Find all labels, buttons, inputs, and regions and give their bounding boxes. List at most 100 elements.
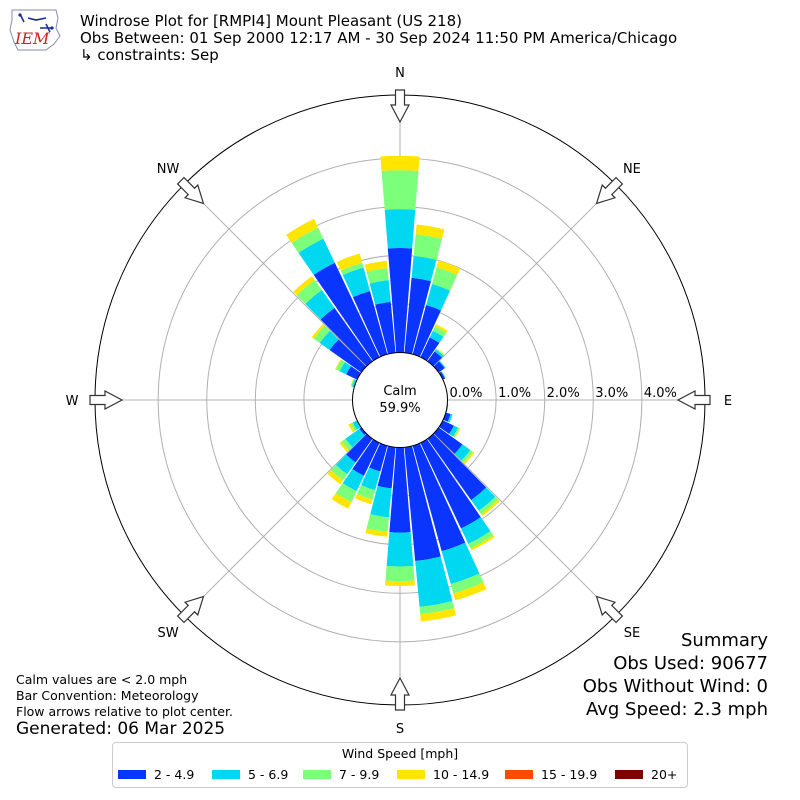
wind-bar-segment <box>385 580 415 586</box>
radial-tick-label: 2.0% <box>547 386 580 401</box>
legend-item-bin-1: 2 - 4.9 <box>118 767 194 783</box>
wind-bars <box>286 155 500 622</box>
calm-label: Calm <box>383 384 416 399</box>
wind-bar-segment <box>439 420 454 434</box>
compass-label: NW <box>157 162 180 177</box>
calm-value: 59.9% <box>379 401 420 416</box>
wind-bar-segment <box>352 290 388 357</box>
wind-bar-segment <box>335 483 357 503</box>
wind-bar-segment <box>435 348 445 356</box>
wind-bar-segment <box>350 422 357 432</box>
wind-bar-segment <box>426 283 451 311</box>
flow-arrow-icon <box>676 390 711 410</box>
legend-swatch <box>505 770 533 779</box>
wind-bar-segment <box>330 464 348 481</box>
wind-bar-segment <box>381 170 419 210</box>
legend-title: Wind Speed [mph] <box>341 746 459 761</box>
wind-bar-segment <box>331 493 352 509</box>
wind-bar-segment <box>447 413 453 423</box>
wind-bar-segment <box>293 276 315 296</box>
wind-bar-segment <box>443 412 451 422</box>
wind-bar-segment <box>350 378 354 387</box>
legend-swatch <box>397 770 425 779</box>
wind-bar-segment <box>436 260 461 276</box>
wind-bar-segment <box>478 496 499 514</box>
wind-bar-segment <box>375 301 396 355</box>
wind-bar-segment <box>386 532 414 567</box>
wind-bar-segment <box>453 427 460 438</box>
wind-bar-segment <box>336 253 363 271</box>
wind-bar-segment <box>420 439 481 529</box>
wind-bar-segment <box>470 535 495 551</box>
wind-bar-segment <box>291 227 324 253</box>
wind-bar-segment <box>454 428 461 439</box>
wind-bar-segment <box>413 234 442 261</box>
wind-bar-segment <box>461 450 473 463</box>
wind-bar-segment <box>327 470 343 485</box>
flow-note: Flow arrows relative to plot center. <box>16 704 233 719</box>
wind-bar-segment <box>415 556 453 607</box>
grid-spoke <box>183 183 367 367</box>
compass-label: SE <box>624 626 640 641</box>
wind-bar-segment <box>432 326 447 337</box>
flow-arrow-icon <box>595 176 624 205</box>
wind-bar-segment <box>359 427 367 436</box>
wind-bar-segment <box>387 248 413 353</box>
summary-avg-speed: Avg Speed: 2.3 mph <box>586 699 768 720</box>
wind-bar-segment <box>286 218 319 243</box>
wind-bar-segment <box>449 425 459 437</box>
wind-bar-segment <box>441 542 480 584</box>
legend-item-bin-6: 20+ <box>615 767 677 783</box>
wind-bar-segment <box>345 428 365 447</box>
wind-bar-segment <box>313 325 330 343</box>
wind-bar-segment <box>434 349 444 358</box>
wind-bar-segment <box>346 433 373 463</box>
wind-bar-segment <box>429 330 444 343</box>
iem-logo-text: IEM <box>14 29 50 48</box>
grid-spoke <box>433 433 617 617</box>
wind-bar-segment <box>461 517 491 544</box>
obs-between: Obs Between: 01 Sep 2000 12:17 AM - 30 S… <box>80 29 678 47</box>
legend-swatch <box>303 770 331 779</box>
wind-bar-segment <box>420 337 440 361</box>
flow-arrow-icon <box>390 89 410 124</box>
legend: Wind Speed [mph] 2 - 4.9 5 - 6.9 7 - 9.9… <box>112 742 688 788</box>
legend-label: 10 - 14.9 <box>433 767 490 782</box>
legend-item-bin-3: 7 - 9.9 <box>303 767 379 783</box>
compass-label: SW <box>158 626 179 641</box>
wind-bar-segment <box>404 277 431 355</box>
summary-obs-used: Obs Used: 90677 <box>613 653 768 674</box>
wind-bar-segment <box>441 371 446 379</box>
wind-bar-segment <box>427 433 487 501</box>
calm-note: Calm values are < 2.0 mph <box>16 672 188 687</box>
wind-bar-segment <box>370 485 392 518</box>
wind-bar-segment <box>439 360 446 369</box>
wind-bar-segment <box>356 485 376 500</box>
wind-bar-segment <box>463 451 475 465</box>
iem-logo: IEM <box>9 9 61 51</box>
wind-bar-segment <box>389 447 411 533</box>
wind-bar-segment <box>335 454 356 475</box>
flow-arrows <box>89 89 711 711</box>
legend-label: 7 - 9.9 <box>339 767 380 782</box>
wind-bar-segment <box>366 268 389 284</box>
wind-bar-segment <box>339 441 349 453</box>
wind-bar-segment <box>404 445 441 561</box>
wind-bar-segment <box>361 467 381 491</box>
wind-bar-segment <box>384 209 416 249</box>
wind-bar-segment <box>346 366 361 380</box>
wind-bar-segment <box>329 339 367 373</box>
wind-bar-segment <box>436 348 445 356</box>
compass-label: E <box>724 394 732 409</box>
legend-label: 5 - 6.9 <box>248 767 289 782</box>
compass-label: S <box>396 722 404 737</box>
wind-bar-segment <box>350 378 355 387</box>
compass-label: W <box>66 394 79 409</box>
legend-item-bin-4: 10 - 14.9 <box>397 767 489 783</box>
wind-bar-segment <box>453 582 487 601</box>
legend-item-bin-5: 15 - 19.9 <box>505 767 597 783</box>
legend-swatch <box>615 770 643 779</box>
wind-bar-segment <box>420 608 457 622</box>
wind-bar-segment <box>439 371 446 380</box>
